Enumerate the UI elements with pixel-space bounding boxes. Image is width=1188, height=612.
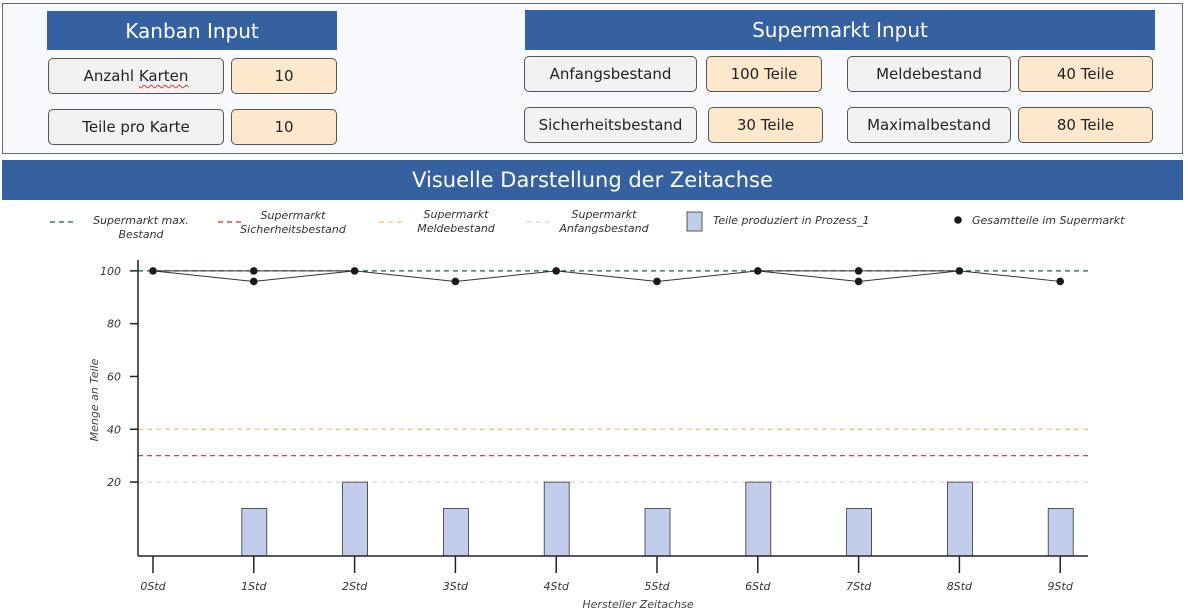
bar-9Std [1047, 508, 1074, 557]
gesamtteile-line-2 [757, 270, 960, 282]
meldebestand-text: Meldebestand [876, 65, 982, 83]
legend-swatch-points [954, 216, 962, 224]
anfangsbestand-text: Anfangsbestand [549, 65, 672, 83]
legend-label-anfang-1: Anfangsbestand [558, 222, 649, 235]
meldebestand-label: Meldebestand [847, 56, 1011, 92]
y-tick-label-40: 40 [107, 423, 121, 436]
gesamtteile-point-7 [754, 267, 762, 275]
gesamtteile-line-1 [152, 270, 355, 282]
anzahl-word: Anzahl [83, 67, 135, 85]
gesamtteile-point-8 [854, 267, 863, 275]
bar-8Std [947, 481, 973, 557]
x-axis-label: Hersteller Zeitachse [582, 598, 693, 611]
x-tick-label-5Std: 5Std [644, 580, 670, 593]
y-axis-label: Menge an Teile [88, 358, 101, 441]
gesamtteile-point-5 [552, 267, 560, 275]
chart-header: Visuelle Darstellung der Zeitachse [2, 160, 1183, 200]
anzahl-karten-value[interactable]: 10 [231, 58, 337, 94]
anfangsbestand-value-text: 100 Teile [730, 65, 798, 83]
bar-series [241, 481, 1074, 557]
legend-label-anfang-0: Supermarkt [572, 208, 638, 221]
supermarkt-input-title: Supermarkt Input [752, 18, 928, 42]
bar-4Std [543, 481, 570, 557]
maximalbestand-label: Maximalbestand [847, 107, 1011, 143]
bar-6Std [745, 481, 772, 557]
maximalbestand-value[interactable]: 80 Teile [1018, 107, 1153, 143]
y-tick-label-100: 100 [100, 265, 121, 278]
legend-label-max-1: Bestand [118, 228, 164, 241]
legend-label-melde-0: Supermarkt [424, 208, 490, 221]
maximalbestand-text: Maximalbestand [867, 116, 991, 134]
supermarkt-input-header: Supermarkt Input [525, 10, 1155, 50]
x-tick-label-1Std: 1Std [241, 580, 267, 593]
teile-pro-karte-label: Teile pro Karte [48, 109, 224, 145]
legend-label-max-0: Supermarkt max. [93, 214, 189, 227]
sicherheitsbestand-value-text: 30 Teile [736, 116, 795, 134]
x-tick-label-6Std: 6Std [745, 580, 771, 593]
maximalbestand-value-text: 80 Teile [1056, 116, 1115, 134]
gesamtteile-point-9 [854, 277, 863, 286]
reference-lines [138, 270, 1088, 483]
bar-3Std [442, 508, 469, 557]
bar-7Std [846, 508, 872, 557]
gesamtteile-point-11 [1056, 277, 1064, 286]
karten-word: Karten [138, 67, 189, 85]
legend-label-melde-1: Meldebestand [417, 222, 496, 235]
x-tick-label-9Std: 9Std [1048, 580, 1074, 593]
kanban-input-title: Kanban Input [125, 18, 259, 43]
x-tick-label-0Std: 0Std [140, 580, 166, 593]
legend-label-sicherheit-1: Sicherheitsbestand [240, 223, 347, 236]
kanban-input-header: Kanban Input [47, 11, 337, 50]
gesamtteile-point-3 [350, 267, 359, 275]
point-series [149, 267, 1064, 286]
sicherheitsbestand-label: Sicherheitsbestand [524, 107, 697, 143]
sicherheitsbestand-value[interactable]: 30 Teile [708, 107, 823, 143]
gesamtteile-point-0 [149, 267, 157, 275]
sicherheitsbestand-text: Sicherheitsbestand [538, 116, 683, 134]
anfangsbestand-value[interactable]: 100 Teile [706, 56, 822, 92]
y-tick-label-20: 20 [107, 476, 121, 489]
gesamtteile-line-0 [153, 270, 1061, 282]
legend-label-bars-0: Teile produziert in Prozess_1 [713, 214, 870, 227]
meldebestand-value[interactable]: 40 Teile [1018, 56, 1153, 92]
x-tick-label-8Std: 8Std [947, 580, 973, 593]
bar-5Std [644, 508, 671, 557]
gesamtteile-point-2 [250, 277, 258, 286]
legend-label-points-0: Gesamtteile im Supermarkt [972, 214, 1125, 227]
gesamtteile-point-1 [250, 267, 258, 275]
y-tick-label-80: 80 [107, 318, 121, 331]
gesamtteile-point-4 [451, 277, 460, 286]
chart-title: Visuelle Darstellung der Zeitachse [412, 168, 773, 192]
teile-pro-karte-value-text: 10 [274, 118, 294, 136]
teile-pro-karte-value[interactable]: 10 [231, 109, 337, 145]
anzahl-karten-label: Anzahl Karten [48, 58, 224, 94]
legend-swatch-bars [686, 211, 703, 232]
legend-label-sicherheit-0: Supermarkt [261, 209, 327, 222]
x-tick-label-4Std: 4Std [544, 580, 570, 593]
x-tick-label-7Std: 7Std [846, 580, 872, 593]
axes: 20 40 60 80 100 0Std 1Std 2Std 3Std 4Std 5Std 6Std 7… [100, 260, 1088, 593]
anfangsbestand-label: Anfangsbestand [524, 56, 697, 92]
gesamtteile-point-10 [955, 267, 964, 275]
chart-legend: Supermarkt max.BestandSupermarktSicherhe… [50, 208, 1125, 241]
bar-1Std [241, 508, 268, 557]
teile-pro-karte-text: Teile pro Karte [82, 118, 190, 136]
y-tick-label-60: 60 [107, 370, 121, 383]
meldebestand-value-text: 40 Teile [1056, 65, 1115, 83]
anzahl-karten-value-text: 10 [274, 67, 294, 85]
gesamtteile-point-6 [653, 277, 661, 286]
x-tick-label-2Std: 2Std [342, 580, 368, 593]
x-tick-label-3Std: 3Std [443, 580, 469, 593]
bar-2Std [342, 481, 369, 557]
